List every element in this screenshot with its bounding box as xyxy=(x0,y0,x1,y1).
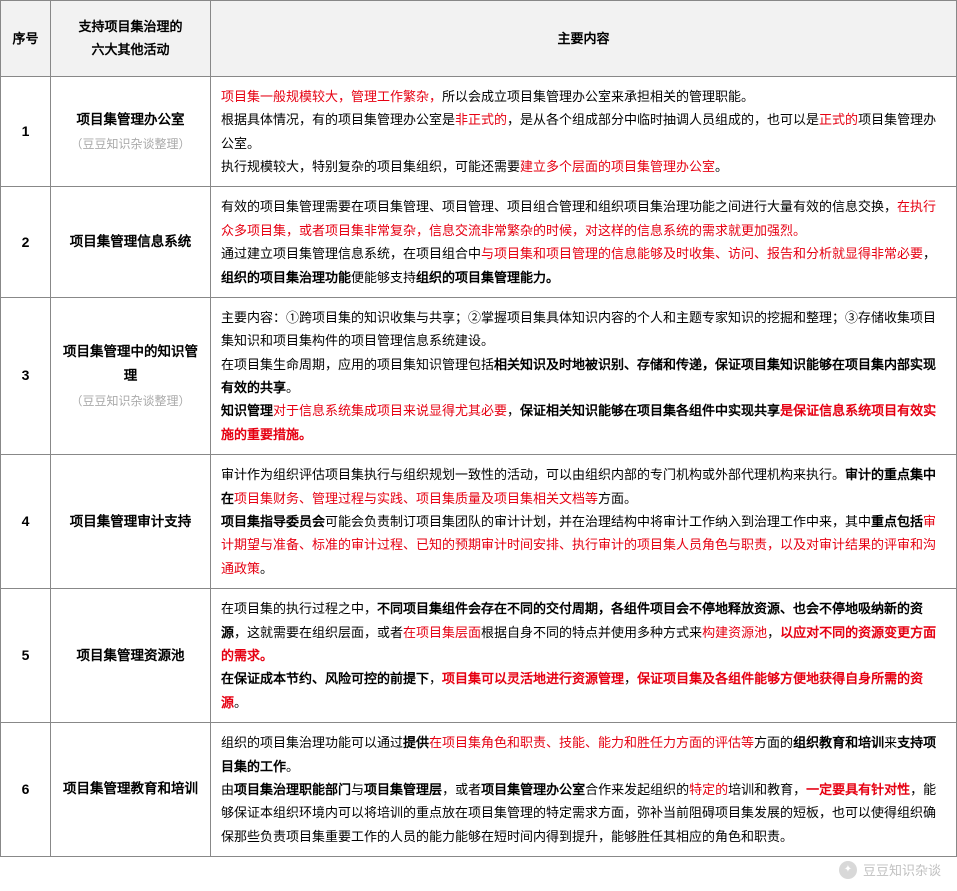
row-num: 2 xyxy=(1,187,51,298)
row-content: 项目集一般规模较大，管理工作繁杂，所以会成立项目集管理办公室来承担相关的管理职能… xyxy=(211,76,957,187)
row-num: 6 xyxy=(1,723,51,857)
content-segment: 方面的 xyxy=(754,735,793,750)
row-subnote: （豆豆知识杂谈整理） xyxy=(61,391,200,413)
content-segment: 与 xyxy=(351,782,364,797)
row-subnote: （豆豆知识杂谈整理） xyxy=(61,134,200,156)
row-activity: 项目集管理资源池 xyxy=(51,589,211,723)
content-segment: ， xyxy=(923,246,936,261)
content-segment: 项目集财务、管理过程与实践、项目集质量及项目集相关文档等 xyxy=(234,491,598,506)
table-row: 3项目集管理中的知识管理（豆豆知识杂谈整理） 主要内容：①跨项目集的知识收集与共享… xyxy=(1,297,957,454)
content-segment: 来 xyxy=(884,735,897,750)
row-num: 1 xyxy=(1,76,51,187)
table-row: 4项目集管理审计支持审计作为组织评估项目集执行与组织规划一致性的活动，可以由组织… xyxy=(1,455,957,589)
row-activity: 项目集管理审计支持 xyxy=(51,455,211,589)
content-segment: 在保证成本节约、风险可控的前提下 xyxy=(221,671,429,686)
table-row: 1项目集管理办公室（豆豆知识杂谈整理）项目集一般规模较大，管理工作繁杂，所以会成… xyxy=(1,76,957,187)
content-segment: 。 xyxy=(715,159,728,174)
header-row: 序号 支持项目集治理的六大其他活动 主要内容 xyxy=(1,1,957,77)
content-segment: 项目集可以灵活地进行资源管理 xyxy=(442,671,624,686)
content-segment: 。 xyxy=(286,759,299,774)
content-segment: 根据具体情况，有的项目集管理办公室是 xyxy=(221,112,455,127)
content-segment: 在项目集角色和职责、技能、能力和胜任力方面的评估等 xyxy=(429,735,754,750)
row-num: 3 xyxy=(1,297,51,454)
content-segment: 通过建立项目集管理信息系统，在项目组合中 xyxy=(221,246,481,261)
content-segment: ， xyxy=(429,671,442,686)
content-segment: 项目集指导委员会 xyxy=(221,514,325,529)
table-row: 6项目集管理教育和培训组织的项目集治理功能可以通过提供在项目集角色和职责、技能、… xyxy=(1,723,957,857)
content-segment: 组织教育和培训 xyxy=(793,735,884,750)
header-content: 主要内容 xyxy=(211,1,957,77)
content-segment: 项目集管理层 xyxy=(364,782,442,797)
row-activity: 项目集管理办公室（豆豆知识杂谈整理） xyxy=(51,76,211,187)
content-segment: 。 xyxy=(286,380,299,395)
content-segment: 构建资源池 xyxy=(702,625,767,640)
row-content: 审计作为组织评估项目集执行与组织规划一致性的活动，可以由组织内部的专门机构或外部… xyxy=(211,455,957,589)
content-segment: 审计作为组织评估项目集执行与组织规划一致性的活动，可以由组织内部的专门机构或外部… xyxy=(221,467,845,482)
row-num: 5 xyxy=(1,589,51,723)
content-segment: 项目集治理职能部门 xyxy=(234,782,351,797)
content-segment: 非正式的 xyxy=(455,112,507,127)
content-segment: 主要内容：①跨项目集的知识收集与共享；②掌握项目集具体知识内容的个人和主题专家知… xyxy=(221,310,936,348)
row-content: 组织的项目集治理功能可以通过提供在项目集角色和职责、技能、能力和胜任力方面的评估… xyxy=(211,723,957,857)
content-segment: 组织的项目集治理功能 xyxy=(221,270,351,285)
content-segment: 项目集管理办公室 xyxy=(481,782,585,797)
content-segment: 与项目集和项目管理的信息能够及时收集、访问、报告和分析就显得非常必要 xyxy=(481,246,923,261)
content-segment: 所以会成立项目集管理办公室来承担相关的管理职能。 xyxy=(442,89,754,104)
content-segment: 培训和教育， xyxy=(728,782,806,797)
row-content: 主要内容：①跨项目集的知识收集与共享；②掌握项目集具体知识内容的个人和主题专家知… xyxy=(211,297,957,454)
content-segment: 正式的 xyxy=(819,112,858,127)
content-segment: ，是从各个组成部分中临时抽调人员组成的，也可以是 xyxy=(507,112,819,127)
content-segment: 组织的项目集治理功能可以通过 xyxy=(221,735,403,750)
content-segment: 组织的项目集管理能力。 xyxy=(416,270,559,285)
content-segment: 提供 xyxy=(403,735,429,750)
wechat-icon: ✦ xyxy=(839,861,857,879)
row-num: 4 xyxy=(1,455,51,589)
content-segment: ， xyxy=(624,671,637,686)
row-content: 有效的项目集管理需要在项目集管理、项目管理、项目组合管理和组织项目集治理功能之间… xyxy=(211,187,957,298)
content-segment: 根据自身不同的特点并使用多种方式来 xyxy=(481,625,702,640)
table-row: 2项目集管理信息系统有效的项目集管理需要在项目集管理、项目管理、项目组合管理和组… xyxy=(1,187,957,298)
content-segment: 合作来发起组织的 xyxy=(585,782,689,797)
content-segment: 一定要具有针对性 xyxy=(806,782,910,797)
content-segment: 便能够支持 xyxy=(351,270,416,285)
row-activity: 项目集管理信息系统 xyxy=(51,187,211,298)
content-segment: ， xyxy=(767,625,780,640)
row-activity: 项目集管理教育和培训 xyxy=(51,723,211,857)
header-num: 序号 xyxy=(1,1,51,77)
content-segment: 特定的 xyxy=(689,782,728,797)
content-segment: 。 xyxy=(260,561,273,576)
content-segment: ，这就需要在组织层面，或者 xyxy=(234,625,403,640)
content-segment: 重点包括 xyxy=(871,514,923,529)
content-segment: 有效的项目集管理需要在项目集管理、项目管理、项目组合管理和组织项目集治理功能之间… xyxy=(221,199,897,214)
watermark: ✦ 豆豆知识杂谈 xyxy=(839,860,941,879)
header-activity: 支持项目集治理的六大其他活动 xyxy=(51,1,211,77)
content-segment: 由 xyxy=(221,782,234,797)
content-segment: 项目集一般规模较大，管理工作繁杂， xyxy=(221,89,442,104)
content-segment: 在项目集层面 xyxy=(403,625,481,640)
content-segment: ，或者 xyxy=(442,782,481,797)
content-segment: 在项目集的执行过程之中， xyxy=(221,601,377,616)
table-body: 1项目集管理办公室（豆豆知识杂谈整理）项目集一般规模较大，管理工作繁杂，所以会成… xyxy=(1,76,957,856)
content-segment: 方面。 xyxy=(598,491,637,506)
watermark-text: 豆豆知识杂谈 xyxy=(863,860,941,879)
content-segment: 执行规模较大，特别复杂的项目集组织，可能还需要 xyxy=(221,159,520,174)
content-segment: 在项目集生命周期，应用的项目集知识管理包括 xyxy=(221,357,494,372)
content-segment: 知识管理 xyxy=(221,403,273,418)
table-row: 5项目集管理资源池在项目集的执行过程之中，不同项目集组件会存在不同的交付周期，各… xyxy=(1,589,957,723)
content-segment: 。 xyxy=(234,695,247,710)
content-segment: 保证相关知识能够在项目集各组件中实现共享 xyxy=(520,403,780,418)
row-content: 在项目集的执行过程之中，不同项目集组件会存在不同的交付周期，各组件项目会不停地释… xyxy=(211,589,957,723)
content-segment: 建立多个层面的项目集管理办公室 xyxy=(520,159,715,174)
row-activity: 项目集管理中的知识管理（豆豆知识杂谈整理） xyxy=(51,297,211,454)
content-segment: ， xyxy=(507,403,520,418)
content-segment: 对于信息系统集成项目来说显得尤其必要 xyxy=(273,403,507,418)
content-segment: 可能会负责制订项目集团队的审计计划，并在治理结构中将审计工作纳入到治理工作中来，… xyxy=(325,514,871,529)
governance-activities-table: 序号 支持项目集治理的六大其他活动 主要内容 1项目集管理办公室（豆豆知识杂谈整… xyxy=(0,0,957,857)
